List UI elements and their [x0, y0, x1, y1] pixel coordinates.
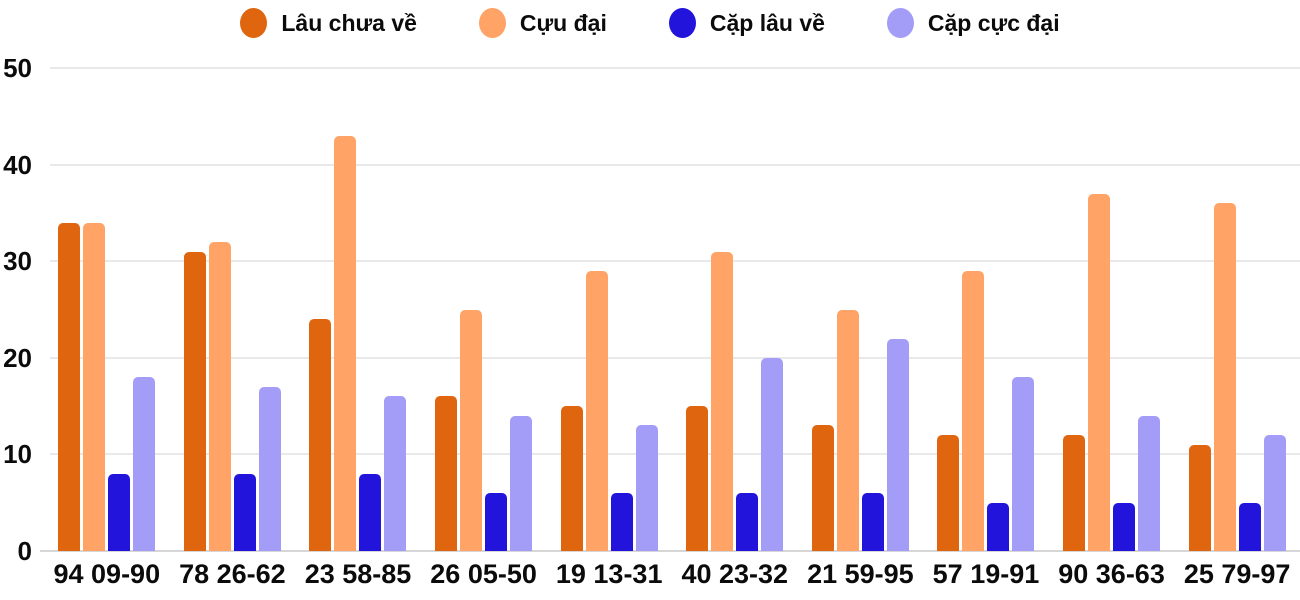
bar: [987, 502, 1010, 551]
bar: [811, 425, 834, 551]
x-tick-label: 25 79-97: [1183, 559, 1291, 589]
legend-item-1[interactable]: Lâu chưa về: [240, 8, 417, 38]
gridline: [50, 67, 1300, 69]
bar: [1113, 502, 1136, 551]
bar: [836, 309, 859, 551]
legend-item-label: Cặp lâu về: [709, 9, 825, 36]
bar: [937, 435, 960, 551]
x-tick-label: 90 36-63: [1058, 559, 1165, 589]
bar: [258, 386, 281, 551]
legend-item-3[interactable]: Cặp lâu về: [668, 8, 825, 38]
bar-group: [798, 68, 924, 551]
legend-item-2[interactable]: Cựu đại: [478, 8, 607, 38]
bar: [485, 493, 508, 551]
bar: [208, 241, 231, 551]
legend-item-label: Cựu đại: [519, 9, 607, 36]
bar: [686, 406, 709, 551]
bar-group: [1049, 68, 1175, 551]
bar: [585, 270, 608, 551]
x-axis-baseline: [40, 550, 1300, 552]
bar: [435, 396, 458, 551]
bar: [133, 377, 156, 551]
bar: [736, 493, 759, 551]
bar: [1063, 435, 1086, 551]
legend-marker-icon: [240, 8, 268, 38]
x-tick-label: 23 58-85: [304, 559, 412, 589]
y-tick-label: 20: [3, 342, 32, 373]
bar: [108, 473, 131, 551]
y-tick-label: 10: [3, 439, 32, 470]
bar: [334, 135, 357, 551]
bar: [1088, 193, 1111, 551]
bar: [83, 222, 106, 551]
gridline: [50, 163, 1300, 166]
bar: [1012, 377, 1035, 551]
x-axis: 94 09-90 78 26-62 23 58-85 26 05-50 19 13-31…: [44, 558, 1300, 590]
bars: [44, 68, 1300, 551]
bar-group: [170, 68, 296, 551]
legend-marker-icon: [668, 8, 696, 38]
x-tick-label: 19 13-31: [555, 559, 663, 589]
bar: [460, 309, 483, 551]
bar: [1263, 435, 1286, 551]
legend-item-label: Lâu chưa về: [281, 9, 417, 36]
bar-group: [923, 68, 1049, 551]
bar: [861, 493, 884, 551]
bar: [711, 251, 734, 551]
gridline: [50, 453, 1300, 456]
y-tick-label: 0: [17, 536, 32, 566]
legend-marker-icon: [886, 8, 914, 38]
bar: [560, 406, 583, 551]
y-tick-label: 50: [3, 53, 32, 83]
x-tick-label: 78 26-62: [179, 559, 286, 589]
bar: [1238, 502, 1261, 551]
x-tick-label: 26 05-50: [430, 559, 537, 589]
bar: [309, 319, 332, 551]
bar: [510, 415, 533, 551]
legend-item-label: Cặp cực đại: [927, 9, 1060, 36]
bar-group: [421, 68, 547, 551]
bar: [886, 338, 909, 551]
x-tick-label: 40 23-32: [681, 559, 789, 589]
bar-group: [44, 68, 170, 551]
legend-item-4[interactable]: Cặp cực đại: [886, 8, 1060, 38]
bar-group: [1174, 68, 1300, 551]
bar: [1138, 415, 1161, 551]
x-tick-label: 94 09-90: [53, 559, 161, 589]
legend: Lâu chưa về Cựu đại Cặp lâu về Cặp cực đại: [0, 0, 1300, 46]
bar-group: [546, 68, 672, 551]
bar: [359, 473, 382, 551]
bar: [58, 222, 81, 551]
bar: [384, 396, 407, 551]
bar-group: [672, 68, 798, 551]
bar: [962, 270, 985, 551]
bar: [1213, 203, 1236, 551]
bar-group: [295, 68, 421, 551]
x-tick-label: 57 19-91: [932, 559, 1040, 589]
bar: [1188, 444, 1211, 551]
bar: [183, 251, 206, 551]
y-tick-label: 40: [3, 149, 32, 180]
gridline: [50, 260, 1300, 263]
bar: [233, 473, 256, 551]
y-tick-label: 30: [3, 246, 32, 277]
bar: [610, 493, 633, 551]
bar: [761, 357, 784, 551]
x-tick-label: 21 59-95: [807, 559, 914, 589]
bar: [635, 425, 658, 551]
gridline: [50, 356, 1300, 359]
legend-marker-icon: [478, 8, 506, 38]
